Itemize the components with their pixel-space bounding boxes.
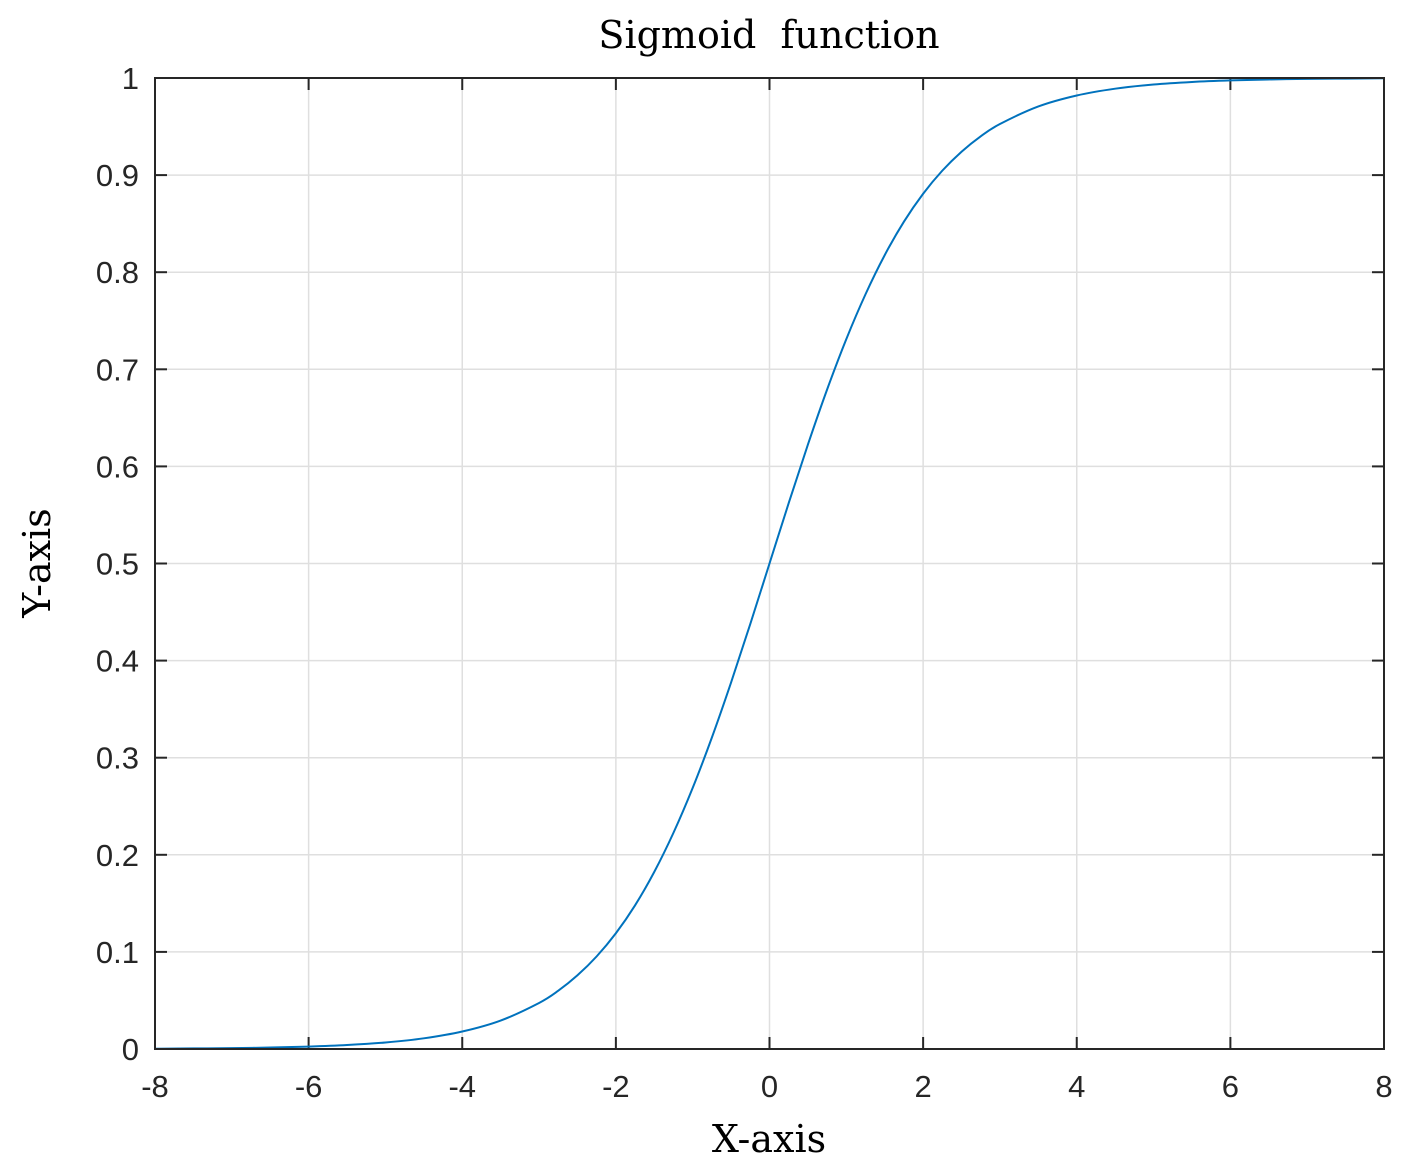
sigmoid-series-line	[154, 77, 1385, 1050]
plot-frame	[154, 77, 1385, 1050]
y-tick-label: 0.8	[96, 255, 139, 290]
y-tick-label: 0.9	[96, 158, 139, 193]
y-tick-label: 0.7	[96, 352, 139, 387]
y-tick-label: 1	[122, 61, 139, 96]
x-tick-labels: -8 -6 -4 -2 0 2 4 6 8	[141, 1069, 1392, 1104]
x-tick-label: 8	[1375, 1069, 1392, 1104]
x-tick-label: 2	[915, 1069, 932, 1104]
y-tick-label: 0.2	[96, 838, 139, 873]
y-tick-label: 0.5	[96, 547, 139, 582]
y-tick-label: 0.3	[96, 741, 139, 776]
y-axis-label: Y-axis	[15, 508, 59, 619]
x-tick-label: -2	[602, 1069, 630, 1104]
y-tick-label: 0.1	[96, 935, 139, 970]
x-tick-label: -8	[141, 1069, 169, 1104]
y-tick-label: 0.6	[96, 449, 139, 484]
y-tick-label: 0.4	[96, 644, 139, 679]
y-tick-label: 0	[122, 1032, 139, 1067]
x-tick-label: 4	[1068, 1069, 1085, 1104]
x-axis-label: X-axis	[712, 1117, 826, 1161]
x-tick-label: -6	[295, 1069, 323, 1104]
y-tick-labels: 0 0.1 0.2 0.3 0.4 0.5 0.6 0.7 0.8 0.9 1	[96, 61, 139, 1067]
grid-lines	[155, 78, 1384, 1049]
x-tick-label: 0	[761, 1069, 778, 1104]
x-tick-label: 6	[1222, 1069, 1239, 1104]
x-tick-label: -4	[448, 1069, 476, 1104]
chart-title: Sigmoid function	[598, 13, 939, 57]
